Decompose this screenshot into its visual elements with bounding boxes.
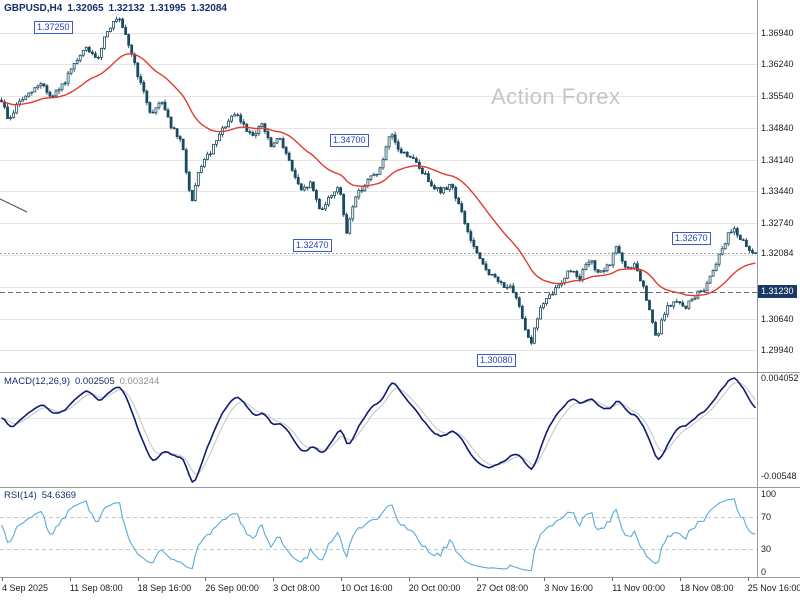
- price-axis[interactable]: [758, 0, 800, 577]
- macd-panel[interactable]: [0, 373, 757, 487]
- rsi-panel[interactable]: [0, 488, 757, 577]
- price-panel[interactable]: [0, 0, 757, 372]
- time-axis[interactable]: [0, 578, 800, 600]
